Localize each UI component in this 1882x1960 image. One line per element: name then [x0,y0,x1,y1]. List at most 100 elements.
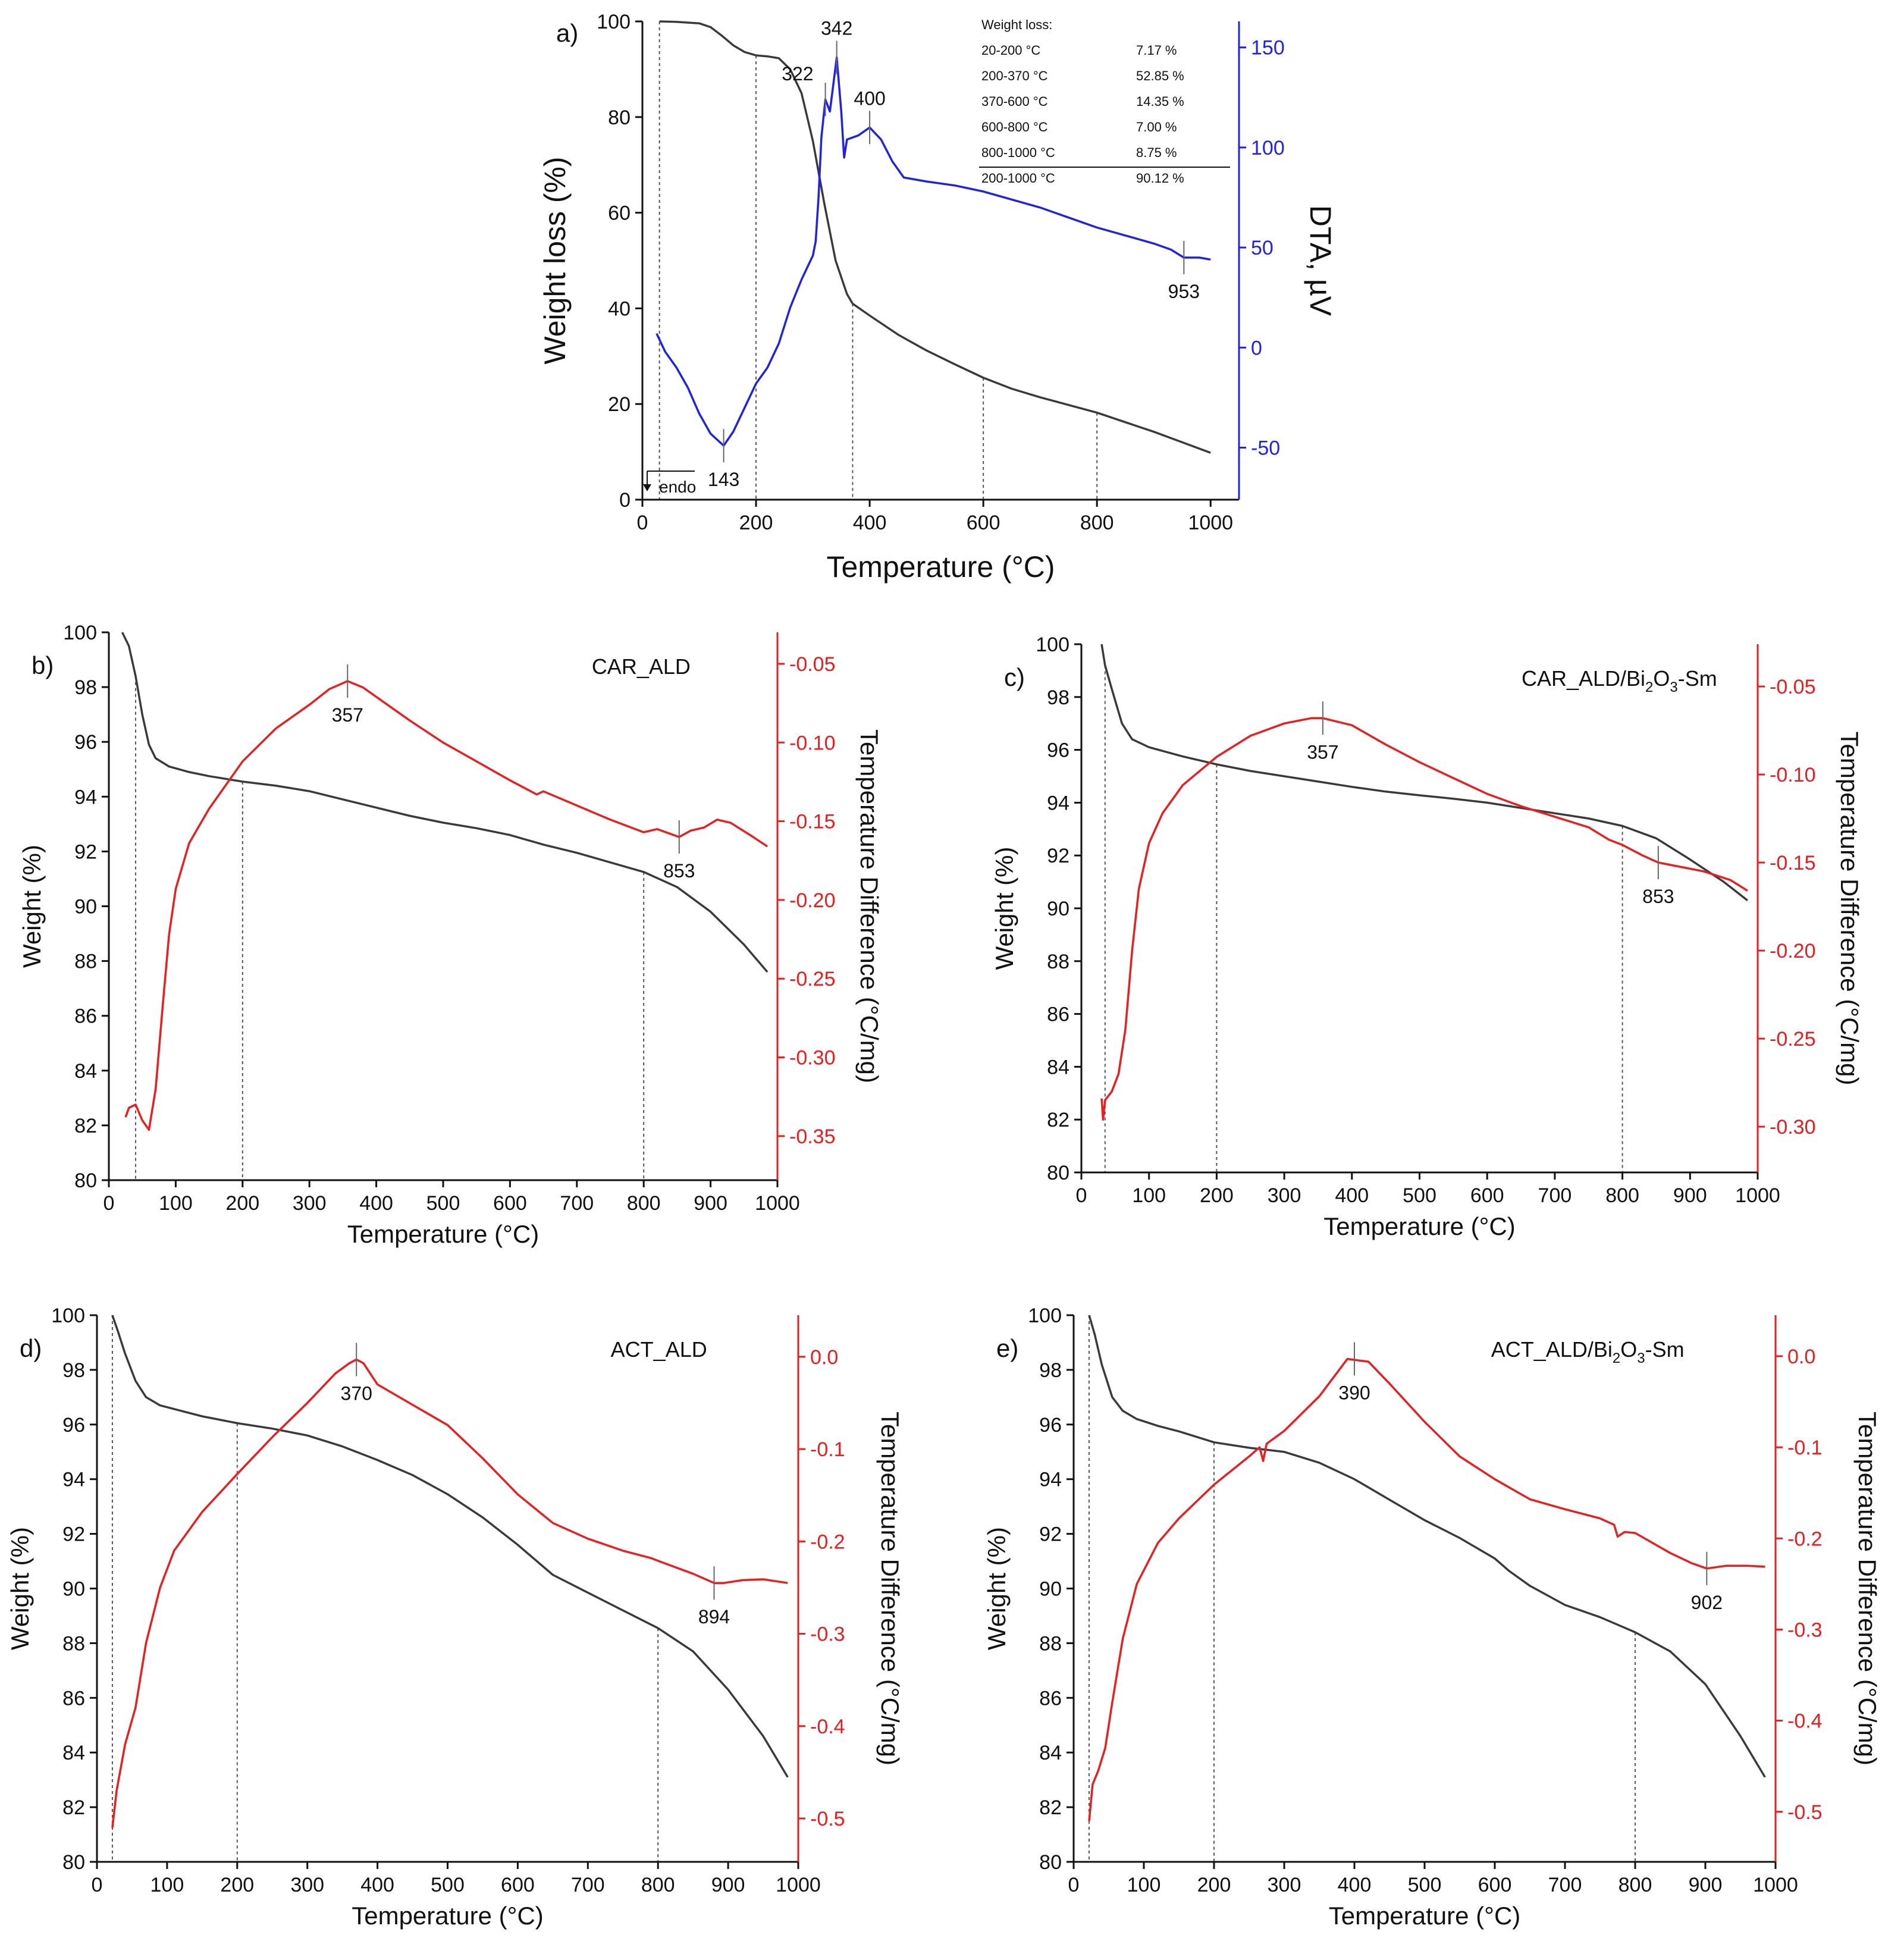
peak-label: 894 [698,1606,730,1627]
series-line-diff [1088,1357,1765,1821]
x-tick-label: 1000 [1753,1874,1798,1896]
x-tick-label: 300 [1268,1184,1301,1207]
y-tick-label-left: 100 [597,11,631,33]
y-tick-label-left: 88 [74,951,97,973]
x-tick-label: 200 [1200,1184,1234,1207]
sample-name: ACT_ALD [611,1337,707,1362]
sample-name-subscript: 3 [1670,679,1677,695]
y-tick-label-right: -0.15 [1770,852,1816,874]
peak-label: 370 [341,1383,372,1404]
y-tick-label-left: 84 [1039,1742,1062,1764]
y-tick-label-left: 96 [1047,739,1069,762]
y-tick-label-left: 60 [608,202,631,225]
series-line-weight [121,632,769,973]
panel-label: b) [32,651,54,679]
y-tick-label-left: 92 [74,841,97,863]
x-tick-label: 900 [711,1874,745,1896]
y-tick-label-right: 150 [1251,37,1285,59]
y-tick-label-left: 92 [62,1523,85,1546]
y-tick-label-left: 88 [62,1632,85,1655]
panel-label: d) [20,1334,42,1362]
y-axis-title-right: DTA, µV [1304,205,1337,316]
series-line-weight [111,1315,789,1778]
y-tick-label-right: 0.0 [1787,1346,1815,1368]
y-tick-label-right: -0.2 [810,1531,845,1553]
y-tick-label-right: -0.5 [1787,1801,1823,1824]
y-tick-label-right: -0.2 [1787,1528,1823,1550]
x-tick-label: 600 [493,1192,527,1215]
sample-name-subscript: 2 [1613,1350,1620,1366]
y-tick-label-left: 96 [74,731,97,754]
x-tick-label: 1000 [1188,512,1233,534]
x-axis-title: Temperature (°C) [347,1220,539,1248]
y-tick-label-right: 50 [1251,237,1274,259]
y-tick-label-right: -0.1 [1787,1437,1823,1459]
y-axis-title-left: Weight (%) [983,1527,1011,1650]
y-tick-label-right: -0.05 [789,653,836,676]
chart-panel-3: 357 853 0 100 200 300 400 500 600 700 800 900 1000 80… [990,634,1864,1240]
x-tick-label: 400 [360,1874,394,1896]
x-tick-label: 100 [1127,1874,1161,1896]
y-tick-label-left: 92 [1047,845,1069,867]
x-tick-label: 300 [290,1874,324,1896]
sample-name-part: CAR_ALD/Bi [1522,666,1645,691]
x-tick-label: 700 [1548,1874,1582,1896]
y-axis-title-left: Weight (%) [18,845,46,968]
y-tick-label-left: 94 [1047,792,1069,814]
x-tick-label: 400 [359,1192,393,1215]
weight-loss-value: 52.85 % [1136,68,1184,83]
y-tick-label-left: 94 [62,1469,85,1491]
y-tick-label-left: 86 [74,1005,97,1028]
y-tick-label-left: 96 [1039,1414,1062,1437]
y-tick-label-left: 84 [74,1060,97,1083]
panel-label: a) [556,19,578,47]
x-axis-title: Temperature (°C) [1329,1902,1521,1930]
y-tick-label-left: 90 [74,896,97,918]
x-tick-label: 200 [220,1874,254,1896]
y-tick-label-right: 100 [1251,137,1285,159]
x-tick-label: 700 [571,1874,605,1896]
weight-loss-total-range: 200-1000 °C [981,171,1055,186]
y-tick-label-left: 82 [1047,1109,1069,1131]
weight-loss-range: 600-800 °C [981,120,1048,134]
peak-label: 357 [1307,741,1338,763]
series-line-dta [655,56,1211,447]
x-tick-label: 600 [967,512,1000,534]
sample-name-subscript: 2 [1645,679,1653,695]
y-tick-label-right: -50 [1251,437,1280,460]
sample-name-part: ACT_ALD/Bi [1491,1337,1613,1362]
y-tick-label-left: 98 [1047,686,1069,709]
y-tick-label-left: 100 [1028,1304,1062,1327]
x-tick-label: 900 [1689,1874,1723,1896]
x-tick-label: 1000 [776,1874,821,1896]
x-tick-label: 0 [637,512,648,534]
y-tick-label-left: 80 [608,106,631,129]
endo-label: endo [659,478,696,496]
x-tick-label: 100 [150,1874,184,1896]
x-tick-label: 0 [1068,1874,1080,1896]
y-tick-label-left: 86 [1039,1687,1062,1710]
x-tick-label: 600 [501,1874,535,1896]
x-tick-label: 0 [1076,1184,1087,1207]
x-tick-label: 400 [1335,1184,1369,1207]
x-tick-label: 500 [1408,1874,1442,1896]
sample-name: ACT_ALD/Bi2O3-Sm [1491,1337,1685,1366]
y-tick-label-left: 100 [1036,634,1069,656]
panel-label: c) [1004,663,1025,691]
y-axis-title-right: Temperature Difference (°C/mg) [855,729,883,1083]
sample-name-subscript: 3 [1637,1350,1645,1366]
peak-label: 400 [854,87,885,109]
sample-name-part: O [1653,666,1670,691]
x-axis-title: Temperature (°C) [827,550,1055,584]
sample-name: CAR_ALD/Bi2O3-Sm [1522,666,1717,695]
y-tick-label-right: -0.15 [789,811,836,833]
x-tick-label: 800 [1605,1184,1639,1207]
x-tick-label: 300 [293,1192,327,1215]
peak-label: 322 [782,63,813,84]
x-tick-label: 500 [426,1192,460,1215]
x-tick-label: 700 [1538,1184,1572,1207]
y-tick-label-left: 90 [62,1578,85,1601]
y-tick-label-right: -0.10 [789,732,836,754]
